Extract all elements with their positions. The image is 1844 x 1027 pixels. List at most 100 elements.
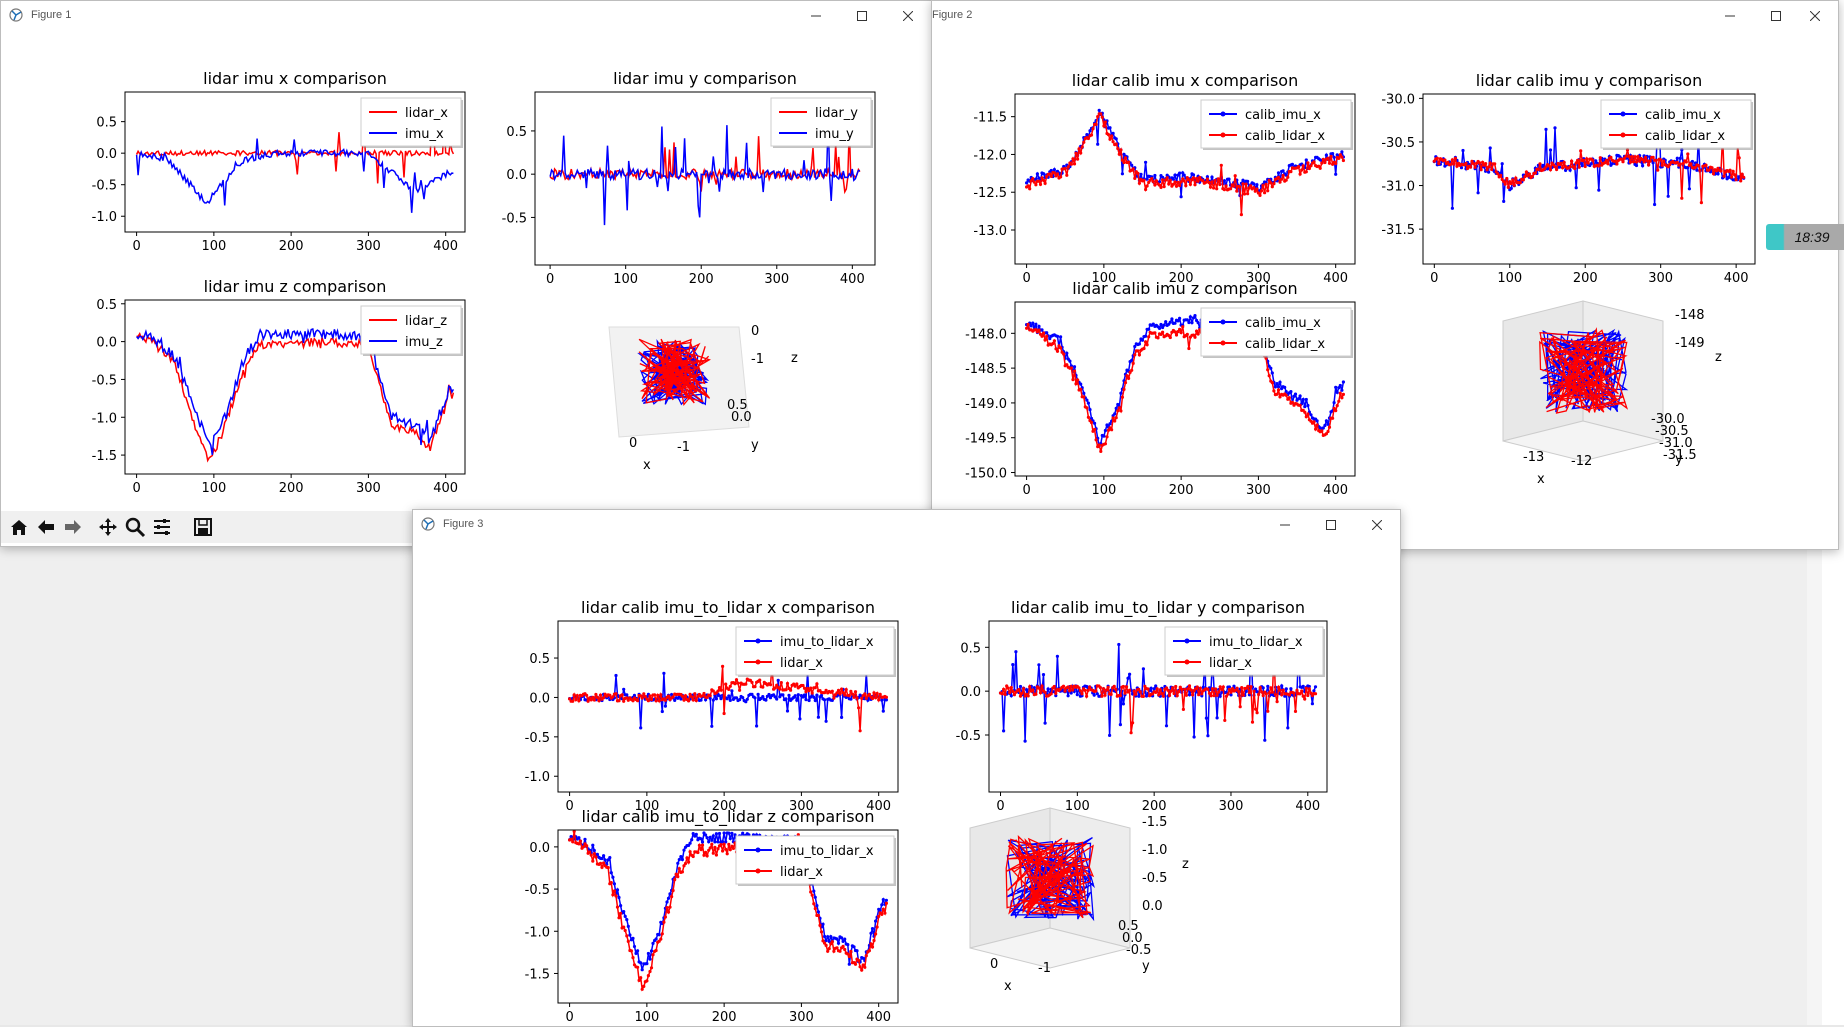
maximize-button[interactable] (1753, 1, 1799, 31)
series-point (1192, 735, 1196, 739)
series-point (662, 920, 666, 924)
series-point (725, 697, 729, 701)
series-point (1086, 136, 1090, 141)
x-axis-label: x (643, 458, 651, 473)
series-point (1164, 724, 1169, 728)
series-point (809, 890, 813, 894)
series-point (1099, 449, 1103, 453)
y-tick-label: -30.0 (1381, 92, 1415, 107)
close-button[interactable] (1354, 510, 1400, 540)
home-button[interactable] (5, 514, 32, 541)
series-point (1313, 685, 1318, 689)
figure-2-titlebar[interactable]: Figure 2 (932, 1, 1838, 31)
minimize-button[interactable] (793, 1, 839, 31)
close-button[interactable] (885, 1, 931, 31)
series-point (626, 939, 630, 943)
series-point (700, 840, 705, 844)
figure-1-titlebar[interactable]: Figure 1 (1, 1, 931, 31)
series-point (1014, 650, 1018, 654)
series-point (878, 909, 882, 913)
series-point (680, 857, 684, 862)
series-point (1252, 689, 1256, 693)
series-point (702, 691, 706, 696)
series-point (639, 976, 643, 980)
series-point (1696, 163, 1700, 168)
series-point (612, 889, 616, 893)
x-tick-label: -12 (1571, 454, 1592, 469)
series-point (1647, 163, 1651, 167)
maximize-button[interactable] (839, 1, 885, 31)
close-button[interactable] (1792, 1, 1838, 31)
zoom-button[interactable] (121, 514, 148, 541)
series-point (1191, 173, 1196, 177)
series-point (708, 846, 712, 850)
series-point (1161, 694, 1165, 698)
series-point (626, 924, 630, 928)
minimize-button[interactable] (1707, 1, 1753, 31)
chart-frame (557, 829, 899, 1004)
series-point (744, 700, 748, 704)
series-point (649, 949, 654, 953)
series-point (1229, 690, 1233, 694)
series-point (730, 831, 734, 835)
series-point (1266, 189, 1270, 193)
chart-f1_y: lidar imu y comparison 0 100 200 300 400 0.5 0.… (502, 69, 876, 287)
taskbar-clock[interactable]: 18:39 (1766, 224, 1844, 250)
configure-button[interactable] (148, 514, 175, 541)
series-point (758, 678, 762, 682)
series-point (656, 693, 660, 697)
series-point (1258, 193, 1262, 197)
series-point (571, 840, 575, 844)
series-point (683, 861, 688, 866)
figure-2-window[interactable]: Figure 2 lidar calib imu x comparison 0 10… (931, 0, 1839, 550)
series-point (858, 729, 862, 733)
series-point (1145, 343, 1149, 347)
series-point (1037, 328, 1041, 332)
minimize-button[interactable] (1262, 510, 1308, 540)
forward-button[interactable] (59, 514, 86, 541)
series-point (646, 974, 650, 978)
series-point (688, 850, 692, 854)
figure-3-titlebar[interactable]: Figure 3 (413, 510, 1400, 540)
series-point (1159, 185, 1163, 189)
series-point (1146, 687, 1150, 691)
series-point (722, 842, 726, 846)
series-point (1544, 127, 1548, 131)
y-tick-label: 0.5 (96, 298, 117, 313)
series-point (1264, 692, 1268, 696)
series-point (1116, 146, 1120, 151)
series-point (1178, 183, 1182, 188)
x-tick-label: 300 (789, 1010, 814, 1025)
legend-label: imu_y (815, 127, 854, 142)
pan-button[interactable] (94, 514, 121, 541)
series-point (830, 940, 834, 944)
series-point (640, 696, 644, 700)
y-tick-label: -1.5 (92, 449, 117, 464)
series-point (693, 692, 697, 696)
series-point (657, 699, 661, 703)
series-point (847, 962, 851, 966)
series-point (1193, 335, 1197, 339)
legend-marker (1184, 638, 1190, 644)
back-button[interactable] (32, 514, 59, 541)
series-point (1154, 179, 1158, 183)
figure-1-window[interactable]: Figure 1 lidar imu x comparison 0 100 200 30… (0, 0, 932, 547)
series-point (1048, 172, 1052, 176)
series-point (1577, 165, 1581, 169)
series-point (1266, 684, 1270, 688)
series-point (722, 831, 726, 835)
series-point (1273, 692, 1278, 697)
save-button[interactable] (189, 514, 216, 541)
figure-3-window[interactable]: Figure 3 lidar calib imu_to_lidar x comp… (412, 509, 1401, 1027)
series-point (1025, 181, 1029, 185)
maximize-button[interactable] (1308, 510, 1354, 540)
series-point (1553, 126, 1557, 130)
series-point (1478, 161, 1482, 165)
series-point (1164, 178, 1168, 182)
series-point (1553, 165, 1557, 169)
series-point (1109, 692, 1113, 696)
series-point (1675, 156, 1679, 160)
series-point (1052, 339, 1056, 343)
chart-plot-area (136, 327, 455, 463)
series-point (1598, 156, 1602, 160)
